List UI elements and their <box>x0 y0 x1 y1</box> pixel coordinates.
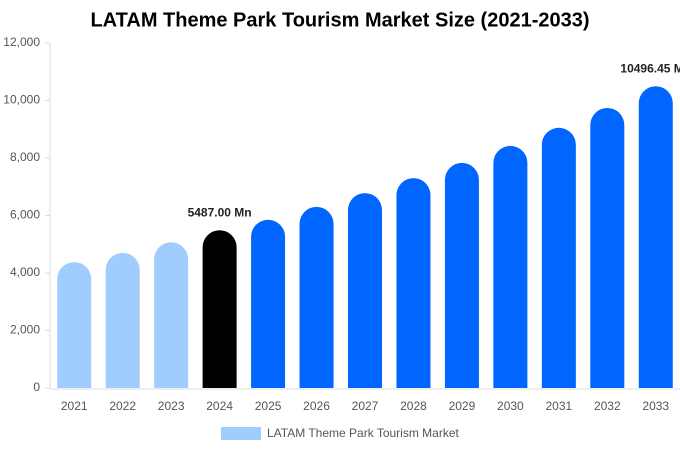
x-tick-label: 2028 <box>400 399 427 413</box>
bar <box>541 127 576 388</box>
bar <box>396 178 431 388</box>
y-tick-label: 6,000 <box>10 208 40 222</box>
x-tick-label: 2030 <box>497 399 524 413</box>
legend-swatch <box>221 427 261 440</box>
x-tick-label: 2033 <box>642 399 669 413</box>
x-tick-label: 2024 <box>206 399 233 413</box>
bar <box>105 252 140 388</box>
bar <box>299 206 334 388</box>
bar <box>444 162 479 388</box>
bar <box>251 219 286 388</box>
bar <box>493 145 528 388</box>
bar <box>590 107 625 388</box>
x-tick-label: 2032 <box>594 399 621 413</box>
x-tick-label: 2031 <box>545 399 572 413</box>
y-tick-label: 10,000 <box>3 93 40 107</box>
y-tick-label: 4,000 <box>10 265 40 279</box>
bar <box>202 230 237 388</box>
x-tick-label: 2026 <box>303 399 330 413</box>
bar <box>154 242 189 388</box>
x-tick-label: 2025 <box>255 399 282 413</box>
y-tick-label: 2,000 <box>10 323 40 337</box>
chart-title: LATAM Theme Park Tourism Market Size (20… <box>90 9 589 31</box>
x-tick-label: 2022 <box>109 399 136 413</box>
value-label: 5487.00 Mn <box>188 205 252 219</box>
value-label: 10496.45 Mn <box>620 61 680 75</box>
x-tick-label: 2027 <box>352 399 379 413</box>
y-tick-label: 12,000 <box>3 35 40 49</box>
x-tick-label: 2023 <box>158 399 185 413</box>
legend-label: LATAM Theme Park Tourism Market <box>267 426 459 440</box>
bar <box>638 86 673 389</box>
x-tick-label: 2029 <box>449 399 476 413</box>
bar <box>57 262 92 388</box>
y-tick-label: 8,000 <box>10 150 40 164</box>
bar <box>348 193 382 388</box>
x-tick-label: 2021 <box>61 399 88 413</box>
y-tick-label: 0 <box>33 380 40 394</box>
